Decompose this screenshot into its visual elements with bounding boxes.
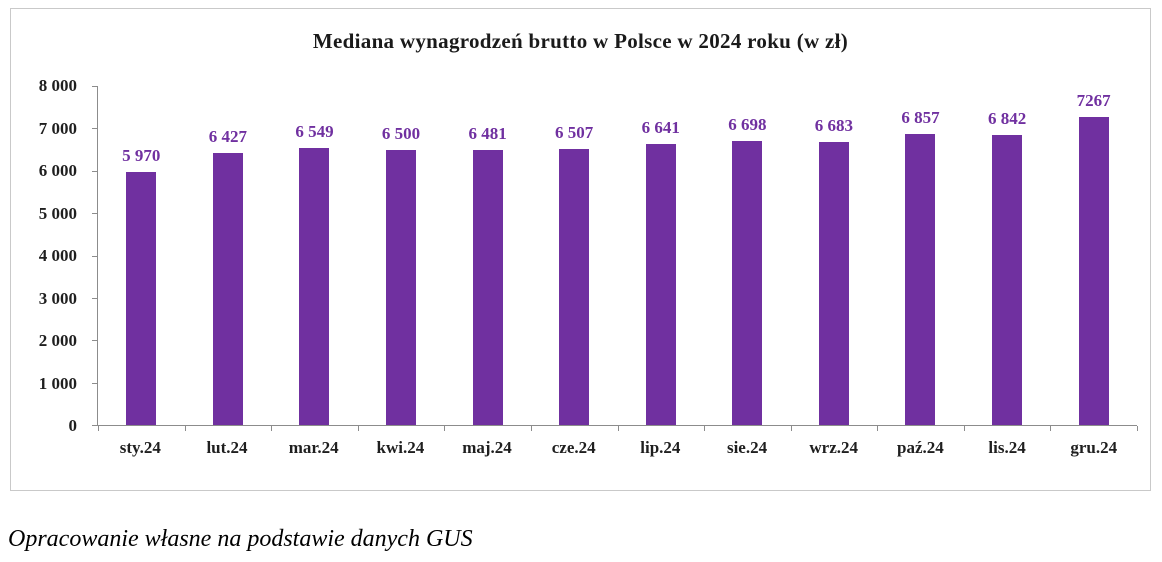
x-axis-tickmark xyxy=(877,426,879,431)
x-axis-tickmark xyxy=(1050,426,1052,431)
y-axis: 0 1 000 2 000 3 000 4 000 5 000 6 000 7 000 8 00… xyxy=(11,76,89,435)
y-tick-label: 0 xyxy=(68,416,78,435)
x-category-label: lut.24 xyxy=(206,438,248,457)
bar xyxy=(905,134,936,425)
chart-title: Mediana wynagrodzeń brutto w Polsce w 20… xyxy=(312,29,849,53)
bar-slot: 6 500 xyxy=(358,86,445,425)
x-axis-tickmark xyxy=(357,426,359,431)
x-category-label: sie.24 xyxy=(726,438,768,457)
bar xyxy=(992,135,1023,425)
x-category-label: gru.24 xyxy=(1070,438,1118,457)
y-axis-tickmark xyxy=(92,382,97,384)
x-category-label: mar.24 xyxy=(288,438,339,457)
x-category-label: cze.24 xyxy=(551,438,596,457)
source-caption: Opracowanie własne na podstawie danych G… xyxy=(8,526,473,552)
x-category-label: lis.24 xyxy=(988,438,1026,457)
bar-value-label: 6 481 xyxy=(468,124,507,144)
x-category-label: sty.24 xyxy=(119,438,161,457)
y-tick-label: 4 000 xyxy=(38,246,77,265)
y-tick-label: 3 000 xyxy=(38,288,77,308)
bar-value-label: 6 549 xyxy=(295,121,334,141)
bar-slot: 6 507 xyxy=(531,86,618,425)
bar-slot: 5 970 xyxy=(98,86,185,425)
bar-value-label: 6 427 xyxy=(208,126,247,146)
x-category-label: paź.24 xyxy=(897,438,944,457)
x-axis-tickmark xyxy=(963,426,965,431)
bar xyxy=(472,150,503,425)
y-axis-tickmark xyxy=(92,297,97,299)
y-axis-tickmark xyxy=(92,255,97,257)
bar-value-label: 6 857 xyxy=(901,108,940,128)
bar xyxy=(212,152,243,425)
x-category-label: lip.24 xyxy=(640,438,681,457)
bar xyxy=(559,149,590,425)
bar-slot: 6 641 xyxy=(617,86,704,425)
x-axis-tickmark xyxy=(704,426,706,431)
y-tick-label: 2 000 xyxy=(38,331,77,350)
y-tick-label: 7 000 xyxy=(38,118,77,138)
x-axis-tickmark xyxy=(271,426,273,431)
x-axis-tickmark xyxy=(444,426,446,431)
bar-slot: 6 481 xyxy=(444,86,531,425)
y-tick-label: 1 000 xyxy=(38,373,77,393)
bar-value-label: 7267 xyxy=(1076,91,1111,111)
y-tick-label: 6 000 xyxy=(38,161,77,180)
y-tick-label: 8 000 xyxy=(38,76,77,95)
bar xyxy=(126,172,157,425)
y-axis-tickmark xyxy=(92,340,97,342)
bar-value-label: 6 507 xyxy=(555,123,594,143)
bar-value-label: 6 698 xyxy=(728,115,767,135)
x-axis-tickmark xyxy=(98,426,99,431)
x-axis-tickmark xyxy=(1137,426,1138,431)
bar xyxy=(1078,117,1109,425)
x-axis: sty.24 lut.24 mar.24 kwi.24 maj.24 cze.24 lip.… xyxy=(97,427,1137,458)
bar-slot: 6 427 xyxy=(185,86,272,425)
x-category-label: kwi.24 xyxy=(376,438,425,457)
bar-value-label: 5 970 xyxy=(122,146,161,166)
bar xyxy=(732,141,763,425)
x-axis-tickmark xyxy=(790,426,792,431)
y-axis-tickmark xyxy=(92,170,97,172)
bar-slot: 7267 xyxy=(1050,86,1137,425)
y-tick-label: 5 000 xyxy=(38,203,77,223)
y-axis-tickmark xyxy=(92,425,97,426)
x-category-label: maj.24 xyxy=(462,438,512,457)
bar-value-label: 6 500 xyxy=(381,123,421,143)
x-axis-tickmark xyxy=(530,426,532,431)
bar xyxy=(818,141,849,425)
bar xyxy=(645,143,676,425)
bar-value-label: 6 683 xyxy=(814,115,854,135)
bar-value-label: 6 641 xyxy=(641,117,680,137)
y-axis-tickmark xyxy=(92,128,97,130)
bar-chart: Mediana wynagrodzeń brutto w Polsce w 20… xyxy=(10,8,1151,491)
y-axis-tickmark xyxy=(92,213,97,215)
bar-slot: 6 857 xyxy=(877,86,964,425)
x-axis-tickmark xyxy=(184,426,186,431)
bar-slot: 6 549 xyxy=(271,86,358,425)
plot-area: 5 970 6 427 6 549 6 500 6 481 6 507 6 641 6 698… xyxy=(92,86,1138,431)
bar-slot: 6 842 xyxy=(964,86,1051,425)
x-category-label: wrz.24 xyxy=(809,438,859,457)
x-axis-tickmark xyxy=(617,426,619,431)
bar xyxy=(386,149,417,425)
y-axis-tickmark xyxy=(92,86,97,87)
bar-slot: 6 683 xyxy=(791,86,878,425)
bar-slot: 6 698 xyxy=(704,86,791,425)
bar-value-label: 6 842 xyxy=(987,109,1027,129)
bar xyxy=(299,147,330,425)
